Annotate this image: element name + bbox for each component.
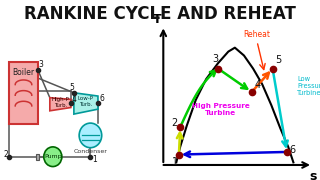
Text: High Pressure
Turbine: High Pressure Turbine (192, 103, 249, 116)
Text: 6: 6 (290, 145, 296, 155)
Text: T: T (153, 13, 162, 26)
Bar (9, 62, 38, 124)
Text: Condenser: Condenser (74, 149, 108, 154)
Text: 5: 5 (69, 83, 74, 92)
Text: 3: 3 (213, 54, 219, 64)
Circle shape (44, 147, 62, 166)
Text: Boiler: Boiler (12, 68, 35, 77)
Text: 4: 4 (254, 80, 260, 90)
Text: Low-P
Turb.: Low-P Turb. (78, 96, 94, 107)
Text: 4: 4 (72, 95, 77, 104)
Circle shape (79, 123, 102, 148)
Bar (36, 154, 38, 160)
Text: Reheat: Reheat (244, 30, 270, 39)
Text: Pump: Pump (44, 154, 62, 159)
Text: 1: 1 (92, 155, 97, 164)
Polygon shape (50, 98, 71, 111)
Text: RANKINE CYCLE AND REHEAT: RANKINE CYCLE AND REHEAT (24, 5, 296, 23)
Text: Low
Pressure
Turbine: Low Pressure Turbine (297, 76, 320, 96)
Text: 3: 3 (38, 60, 44, 69)
Text: High-P
Turb.: High-P Turb. (52, 97, 69, 108)
Text: 6: 6 (99, 94, 104, 103)
Text: 2: 2 (171, 118, 177, 128)
Text: 2: 2 (4, 150, 9, 159)
Text: 1: 1 (172, 157, 179, 167)
Text: 5: 5 (275, 55, 281, 65)
Polygon shape (74, 93, 98, 114)
Text: s: s (309, 170, 316, 180)
